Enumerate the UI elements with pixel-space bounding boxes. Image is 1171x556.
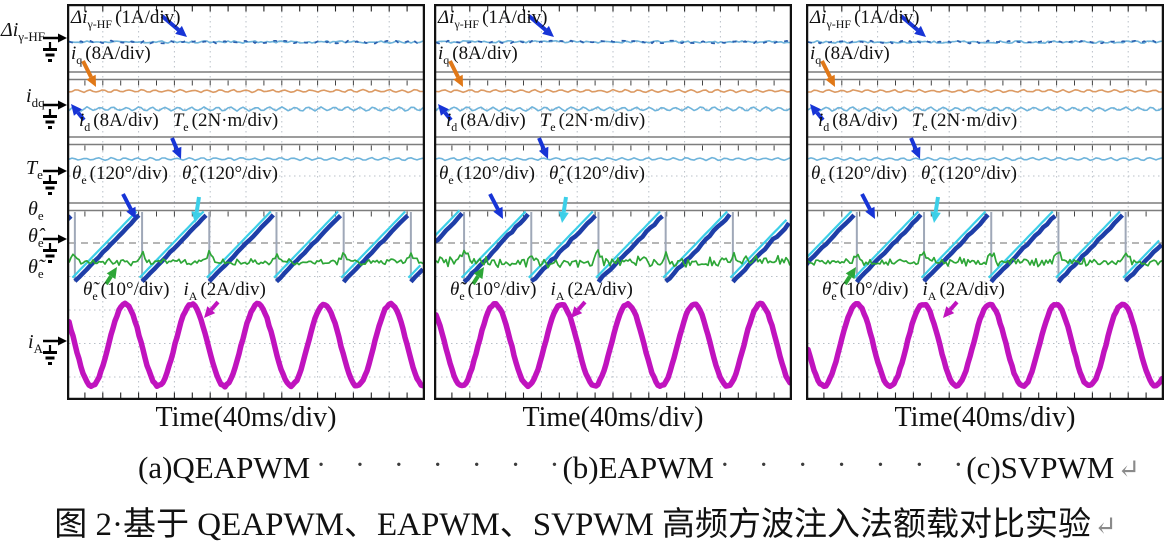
ground-symbol — [43, 99, 67, 133]
channel-label-di-hf: Δiγ-HF (1A/div) — [438, 7, 548, 31]
channel-label-theta: θe (120°/div) θ̂e (120°/div) — [439, 163, 645, 187]
channel-label-di-hf: Δiγ-HF (1A/div) — [810, 7, 920, 31]
subcaption-b: (b)EAPWM — [562, 450, 714, 485]
paragraph-return-mark: ↵ — [1117, 453, 1140, 484]
channel-label-theta-tilde-ia: θ̃e (10°/div) iA (2A/div) — [83, 279, 266, 303]
scope-panel-a: Δiγ-HF (1A/div) iq (8A/div) id (8A/div) Te (2… — [67, 4, 425, 400]
figure-caption-text: 图 2·基于 QEAPWM、EAPWM、SVPWM 高频方波注入法额载对比实验 — [54, 507, 1092, 543]
ground-symbol — [43, 335, 67, 369]
dot-leader: · · · · · · · · · · · · · · · · · · · · … — [316, 450, 562, 481]
scope-panel-b: Δiγ-HF (1A/div) iq (8A/div) id (8A/div) Te (2… — [434, 4, 792, 400]
channel-label-theta: θe (120°/div) θ̂e (120°/div) — [811, 163, 1017, 187]
channel-label-id-te: id (8A/div) Te (2N·m/div) — [79, 110, 279, 134]
ground-symbol — [43, 32, 67, 66]
channel-label-theta: θe (120°/div) θ̂e (120°/div) — [72, 163, 278, 187]
dot-leader: · · · · · · · · · · · · · · · · · · · · … — [720, 450, 966, 481]
channel-label-id-te: id (8A/div) Te (2N·m/div) — [446, 110, 646, 134]
left-label-ia: iA — [28, 331, 43, 356]
figure-caption: 图 2·基于 QEAPWM、EAPWM、SVPWM 高频方波注入法额载对比实验 ↵ — [0, 497, 1171, 545]
channel-label-iq: iq (8A/div) — [438, 43, 518, 67]
time-axis-label: Time(40ms/div) — [155, 402, 337, 433]
left-label-te: Te — [26, 157, 43, 182]
left-label-theta-tilde: θ̃e — [28, 256, 44, 281]
ground-symbol — [43, 165, 67, 199]
channel-label-iq: iq (8A/div) — [71, 43, 151, 67]
channel-label-di-hf: Δiγ-HF (1A/div) — [71, 7, 181, 31]
channel-label-theta-tilde-ia: θ̃e (10°/div) iA (2A/div) — [822, 279, 1005, 303]
subcaption-a: (a)QEAPWM — [138, 450, 311, 485]
left-label-theta-hat: θ̂e — [28, 225, 44, 250]
subcaption-row: (a)QEAPWM · · · · · · · · · · · · · · · … — [138, 450, 1140, 488]
channel-label-iq: iq (8A/div) — [810, 43, 890, 67]
ground-symbol — [43, 233, 67, 267]
channel-label-id-te: id (8A/div) Te (2N·m/div) — [818, 110, 1018, 134]
time-axis-label: Time(40ms/div) — [894, 402, 1076, 433]
left-label-di-hf: Δiγ-HF — [1, 19, 45, 44]
time-axis-label: Time(40ms/div) — [522, 402, 704, 433]
paragraph-return-mark: ↵ — [1094, 511, 1117, 541]
left-label-idq: idq — [26, 85, 45, 110]
scope-panel-c: Δiγ-HF (1A/div) iq (8A/div) id (8A/div) Te (2… — [806, 4, 1164, 400]
left-label-theta: θe — [28, 198, 44, 223]
channel-label-theta-tilde-ia: θ̃e (10°/div) iA (2A/div) — [450, 279, 633, 303]
subcaption-c: (c)SVPWM — [966, 450, 1115, 485]
